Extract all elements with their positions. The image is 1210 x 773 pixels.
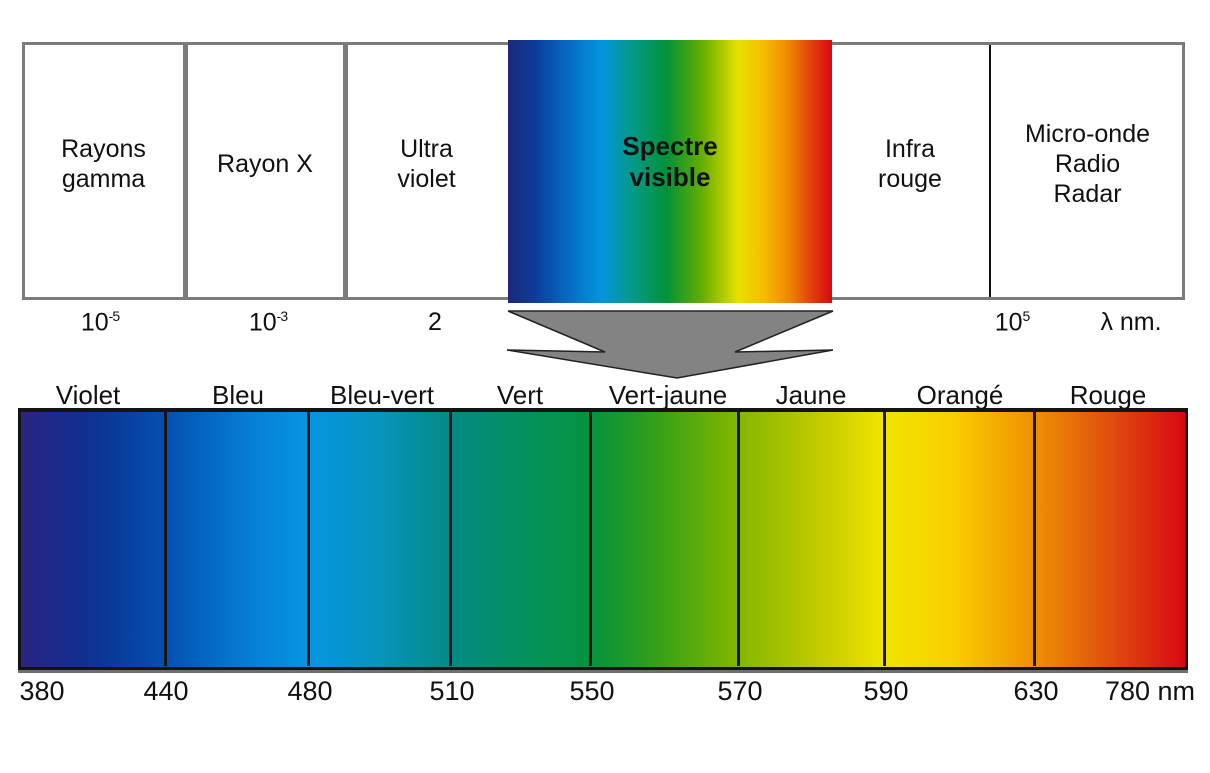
band-divider-x-uv	[343, 45, 348, 297]
scale-base: 10	[80, 308, 109, 337]
band-label-line: Radio	[1054, 150, 1121, 178]
bar-shadow	[18, 670, 1188, 673]
segment-divider-590	[883, 412, 886, 666]
scale-value-x: 10-3	[248, 308, 288, 337]
segment-divider-440	[164, 412, 167, 666]
segment-divider-630	[1033, 412, 1036, 666]
segment-label-vert-jaune: Vert-jaune	[608, 380, 728, 410]
band-divider-gamma-x	[183, 45, 188, 297]
band-label-line: Infra	[884, 135, 936, 163]
band-rayons-gamma: Rayons gamma	[22, 42, 185, 300]
band-label-line: rouge	[878, 165, 942, 193]
scale-value-uv: 2	[428, 308, 442, 337]
tick-550: 550	[569, 676, 615, 706]
segment-divider-480	[307, 412, 310, 666]
segment-divider-550	[589, 412, 592, 666]
segment-divider-510	[449, 412, 452, 666]
scale-unit-lambda-nm: λ nm.	[1100, 308, 1161, 337]
scale-base: 10	[248, 308, 277, 337]
band-label-line: Spectre	[622, 130, 718, 161]
band-label-line: Micro-onde	[1024, 120, 1151, 148]
down-arrow-icon	[506, 310, 834, 379]
scale-value-gamma: 10-5	[80, 308, 120, 337]
band-label-line: violet	[397, 165, 456, 193]
band-spectre-visible: Spectre visible	[508, 40, 832, 303]
band-label-line: gamma	[61, 165, 146, 193]
band-label-line: Rayon X	[217, 150, 313, 178]
visible-spectrum-bar	[18, 408, 1188, 670]
band-micro-onde: Micro-onde Radio Radar	[990, 42, 1185, 300]
scale-exponent: -3	[276, 308, 288, 324]
tick-510: 510	[429, 676, 475, 706]
band-rayon-x: Rayon X	[185, 42, 345, 300]
band-divider-ir-micro	[989, 45, 991, 297]
band-label-line: Radar	[1053, 180, 1122, 208]
tick-590: 590	[863, 676, 909, 706]
tick-570: 570	[717, 676, 763, 706]
segment-label-jaune: Jaune	[775, 380, 847, 410]
band-ultra-violet: Ultra violet	[345, 42, 508, 300]
scale-base: λ nm.	[1100, 308, 1162, 336]
segment-label-violet: Violet	[55, 380, 121, 410]
scale-base: 10	[994, 308, 1023, 337]
scale-exponent: 5	[1022, 308, 1031, 324]
tick-630: 630	[1013, 676, 1059, 706]
tick-780-nm: 780 nm	[1104, 676, 1196, 706]
scale-value-ir: 105	[994, 308, 1031, 337]
segment-label-vert: Vert	[496, 380, 544, 410]
band-label-line: visible	[629, 161, 711, 192]
segment-divider-570	[737, 412, 740, 666]
band-label-line: Ultra	[400, 135, 453, 163]
segment-label-rouge: Rouge	[1069, 380, 1147, 410]
scale-base: 2	[428, 308, 442, 336]
band-label-line: Rayons	[61, 135, 146, 163]
segment-label-bleu: Bleu	[211, 380, 265, 410]
tick-440: 440	[143, 676, 189, 706]
segment-label-bleu-vert: Bleu-vert	[329, 380, 435, 410]
tick-380: 380	[19, 676, 65, 706]
band-infra-rouge: Infra rouge	[830, 42, 990, 300]
tick-480: 480	[287, 676, 333, 706]
scale-exponent: -5	[108, 308, 120, 324]
segment-label-orange: Orangé	[916, 380, 1004, 410]
